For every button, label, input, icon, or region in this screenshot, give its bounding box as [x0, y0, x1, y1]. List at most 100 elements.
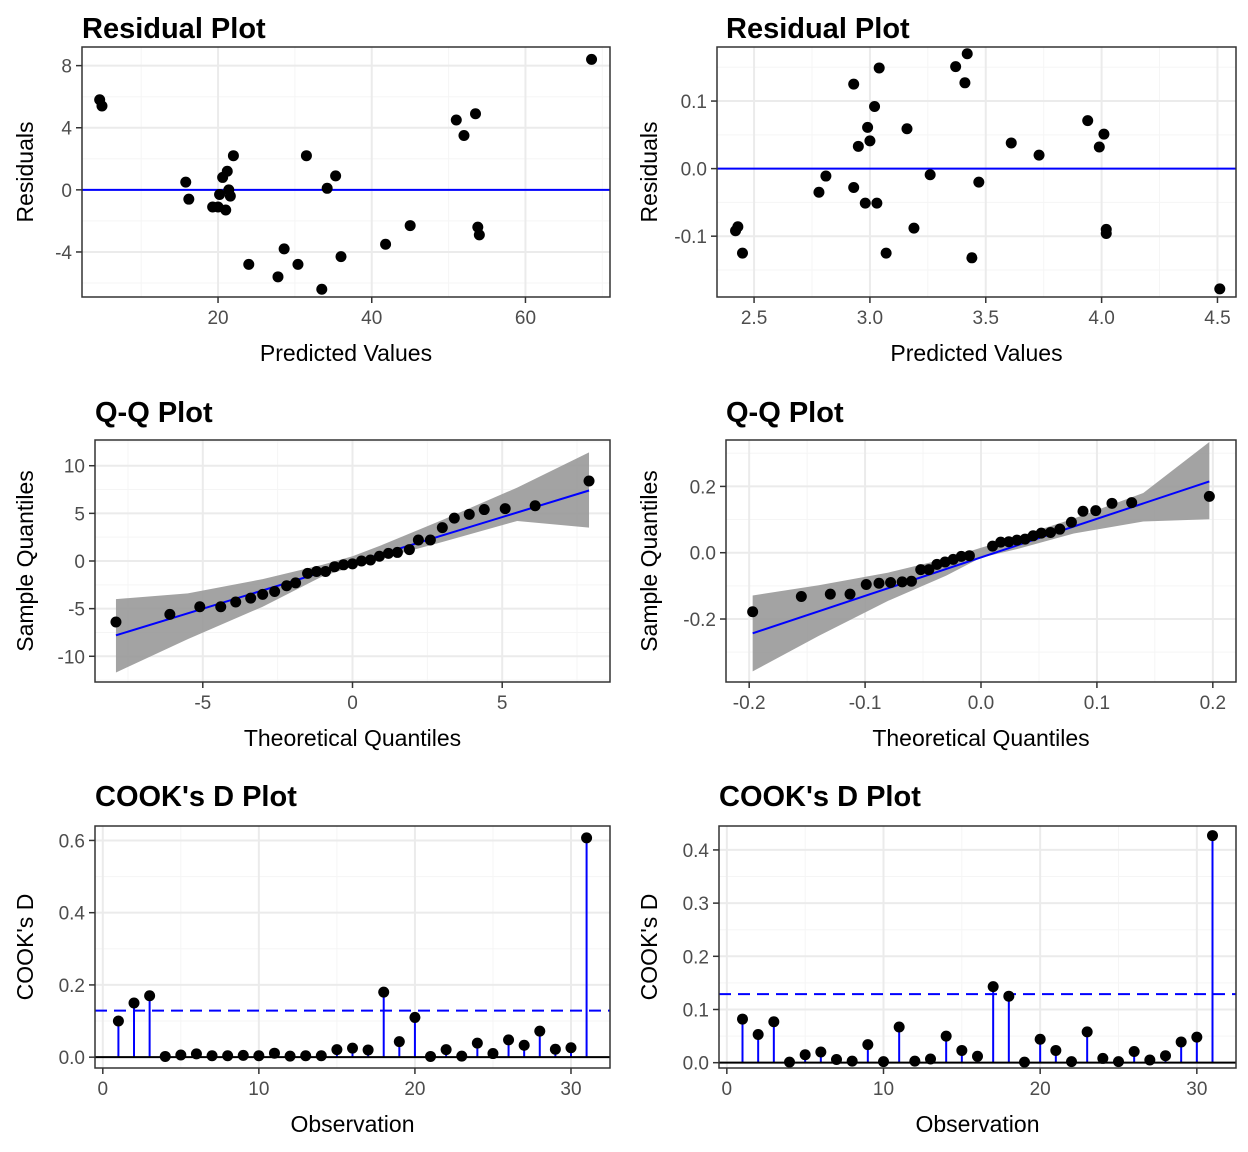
data-point-9 — [859, 197, 871, 209]
y-tick-label: 4 — [61, 119, 72, 140]
data-point-20 — [1034, 1033, 1046, 1045]
data-point-14 — [873, 62, 885, 74]
data-point-8 — [269, 585, 281, 597]
x-axis-label: Theoretical Quantiles — [872, 725, 1089, 751]
y-axis-label: COOK's D — [636, 894, 662, 1001]
data-point-30 — [586, 53, 598, 65]
data-point-5 — [860, 579, 872, 591]
y-tick-label: -0.2 — [683, 610, 716, 631]
x-tick-label: 30 — [560, 1079, 581, 1100]
data-point-3 — [144, 990, 156, 1002]
data-point-29 — [549, 1043, 561, 1055]
data-point-6 — [190, 1048, 202, 1060]
data-point-26 — [458, 130, 470, 142]
panel-border — [718, 825, 1237, 1069]
y-axis-label: COOK's D — [12, 894, 38, 1001]
data-point-2 — [128, 997, 140, 1009]
panel-border — [81, 46, 611, 298]
data-point-9 — [905, 575, 917, 587]
data-point-11 — [893, 1021, 905, 1033]
x-axis-label: Predicted Values — [260, 340, 432, 366]
y-axis-label: Sample Quantiles — [12, 470, 38, 652]
data-point-11 — [268, 1047, 280, 1059]
data-point-8 — [222, 1050, 234, 1062]
data-point-7 — [831, 1053, 842, 1065]
data-point-3 — [194, 601, 206, 613]
data-point-31 — [1207, 830, 1218, 842]
data-point-16 — [963, 550, 975, 562]
data-point-4 — [159, 1050, 171, 1062]
data-point-19 — [393, 1036, 405, 1048]
chart-title: Q-Q Plot — [95, 397, 213, 429]
data-point-12 — [909, 1055, 921, 1067]
data-point-6 — [848, 182, 860, 194]
y-tick-label: 0.1 — [681, 92, 707, 113]
data-point-17 — [987, 540, 999, 552]
data-point-23 — [1035, 527, 1047, 539]
x-tick-label: 20 — [1030, 1079, 1051, 1100]
x-tick-label: -5 — [194, 693, 211, 714]
x-axis-label: Observation — [915, 1111, 1039, 1137]
data-point-1 — [110, 616, 122, 628]
x-axis-label: Observation — [290, 1111, 414, 1137]
data-point-2 — [96, 100, 108, 112]
data-point-13 — [871, 197, 883, 209]
data-point-3 — [824, 588, 836, 600]
data-point-2 — [795, 590, 807, 602]
y-tick-label: 8 — [61, 57, 72, 78]
data-point-6 — [873, 577, 885, 589]
data-point-28 — [1098, 128, 1110, 140]
data-point-23 — [412, 534, 424, 546]
data-point-26 — [1082, 115, 1094, 127]
data-point-28 — [1160, 1050, 1171, 1062]
data-point-11 — [923, 564, 935, 576]
y-tick-label: -4 — [55, 243, 72, 264]
data-point-21 — [1050, 1044, 1062, 1056]
data-point-24 — [1045, 526, 1057, 538]
y-tick-label: 0.2 — [690, 477, 716, 498]
data-point-31 — [583, 475, 595, 487]
x-tick-label: 20 — [207, 308, 228, 329]
data-point-5 — [820, 170, 832, 182]
data-point-20 — [409, 1011, 421, 1023]
data-point-21 — [961, 48, 973, 60]
data-point-1 — [747, 606, 759, 618]
data-point-19 — [316, 283, 328, 295]
data-point-12 — [311, 565, 323, 577]
y-tick-label: -0.1 — [674, 227, 707, 248]
data-point-2 — [752, 1028, 764, 1040]
data-point-13 — [320, 565, 332, 577]
data-point-13 — [300, 1050, 312, 1062]
data-point-24 — [424, 534, 436, 546]
data-point-27 — [1144, 1054, 1156, 1066]
data-point-4 — [215, 601, 227, 613]
data-point-7 — [848, 78, 860, 90]
y-tick-label: 0.3 — [683, 894, 709, 915]
data-point-29 — [1106, 497, 1118, 509]
data-point-31 — [1214, 283, 1226, 295]
data-point-25 — [436, 522, 448, 534]
chart-title: COOK's D Plot — [95, 781, 297, 813]
data-point-22 — [966, 252, 978, 264]
y-tick-label: 0.4 — [683, 841, 710, 862]
data-point-17 — [987, 981, 999, 993]
data-point-20 — [321, 182, 333, 194]
data-point-10 — [253, 1050, 265, 1062]
data-point-17 — [908, 222, 920, 234]
data-point-29 — [1175, 1036, 1187, 1048]
data-point-15 — [331, 1044, 343, 1056]
data-point-11 — [864, 135, 876, 147]
chart-panel-2: 2.5 3.0 3.5 4.0 4.5 -0.1 0.0 0.1 Residual Plot Pr… — [636, 13, 1237, 366]
data-point-2 — [164, 608, 176, 620]
data-point-14 — [940, 1030, 952, 1042]
data-point-24 — [404, 220, 416, 232]
data-point-12 — [224, 190, 236, 202]
data-point-9 — [237, 1049, 249, 1061]
x-tick-label: 3.0 — [857, 308, 883, 329]
x-tick-label: 0.1 — [1084, 693, 1110, 714]
data-point-1 — [737, 1013, 748, 1025]
data-point-21 — [391, 546, 403, 558]
data-point-29 — [499, 503, 511, 515]
y-tick-label: 0.0 — [683, 1054, 709, 1075]
data-point-13 — [227, 150, 239, 162]
